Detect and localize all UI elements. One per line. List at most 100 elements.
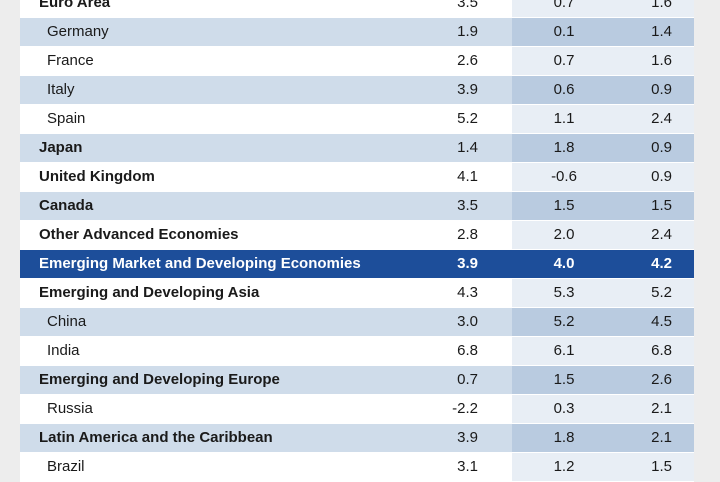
table-row: Germany 1.9 0.1 1.4 bbox=[20, 18, 694, 46]
value-col-1: 2.8 bbox=[457, 226, 478, 243]
value-col-2: 0.3 bbox=[553, 400, 575, 417]
row-label: Germany bbox=[47, 23, 109, 40]
value-col-3: 4.2 bbox=[651, 255, 672, 272]
value-col-3: 0.9 bbox=[651, 168, 672, 185]
value-col-3: 2.4 bbox=[651, 110, 672, 127]
value-col-3: 2.4 bbox=[651, 226, 672, 243]
table-row: India 6.8 6.1 6.8 bbox=[20, 337, 694, 365]
table-row: Emerging and Developing Asia 4.3 5.3 5.2 bbox=[20, 279, 694, 307]
table-row-highlighted: Emerging Market and Developing Economies… bbox=[20, 250, 694, 278]
value-col-1: 3.0 bbox=[457, 313, 478, 330]
value-col-1: 4.1 bbox=[457, 168, 478, 185]
value-col-3: 1.5 bbox=[651, 458, 672, 475]
column-band bbox=[512, 105, 694, 133]
value-col-2: 1.1 bbox=[553, 110, 575, 127]
value-col-1: -2.2 bbox=[452, 400, 478, 417]
column-band bbox=[512, 337, 694, 365]
value-col-1: 2.6 bbox=[457, 52, 478, 69]
row-label: Emerging and Developing Europe bbox=[39, 371, 280, 388]
row-label: France bbox=[47, 52, 94, 69]
value-col-3: 2.6 bbox=[651, 371, 672, 388]
value-col-2: 1.2 bbox=[553, 458, 575, 475]
table-row: Italy 3.9 0.6 0.9 bbox=[20, 76, 694, 104]
column-band bbox=[512, 453, 694, 481]
value-col-3: 0.9 bbox=[651, 139, 672, 156]
row-label: Brazil bbox=[47, 458, 85, 475]
value-col-2: 1.8 bbox=[553, 429, 575, 446]
value-col-3: 6.8 bbox=[651, 342, 672, 359]
column-band bbox=[512, 366, 694, 394]
table-row: Russia -2.2 0.3 2.1 bbox=[20, 395, 694, 423]
value-col-1: 5.2 bbox=[457, 110, 478, 127]
value-col-3: 1.6 bbox=[651, 0, 672, 11]
value-col-2: 2.0 bbox=[553, 226, 575, 243]
value-col-1: 3.9 bbox=[457, 429, 478, 446]
value-col-1: 1.4 bbox=[457, 139, 478, 156]
table-row: France 2.6 0.7 1.6 bbox=[20, 47, 694, 75]
row-label: Russia bbox=[47, 400, 93, 417]
column-band bbox=[512, 308, 694, 336]
table-row: China 3.0 5.2 4.5 bbox=[20, 308, 694, 336]
column-band bbox=[512, 76, 694, 104]
value-col-2: 1.5 bbox=[553, 197, 575, 214]
value-col-2: -0.6 bbox=[551, 168, 577, 185]
value-col-2: 0.7 bbox=[553, 52, 575, 69]
table-row: Canada 3.5 1.5 1.5 bbox=[20, 192, 694, 220]
value-col-3: 1.4 bbox=[651, 23, 672, 40]
value-col-1: 0.7 bbox=[457, 371, 478, 388]
row-label: Euro Area bbox=[39, 0, 111, 11]
row-label: Japan bbox=[39, 139, 83, 156]
value-col-1: 3.1 bbox=[457, 458, 478, 475]
table-row: Latin America and the Caribbean 3.9 1.8 2.1 bbox=[20, 424, 694, 452]
value-col-1: 3.5 bbox=[457, 0, 478, 11]
value-col-1: 3.9 bbox=[457, 81, 478, 98]
column-band bbox=[512, 18, 694, 46]
value-col-2: 0.7 bbox=[553, 0, 575, 11]
value-col-1: 6.8 bbox=[457, 342, 478, 359]
column-band bbox=[512, 192, 694, 220]
value-col-1: 1.9 bbox=[457, 23, 478, 40]
value-col-2: 1.8 bbox=[553, 139, 575, 156]
row-label: Other Advanced Economies bbox=[39, 226, 239, 243]
value-col-2: 4.0 bbox=[553, 255, 575, 272]
value-col-1: 3.5 bbox=[457, 197, 478, 214]
row-label: India bbox=[47, 342, 80, 359]
value-col-3: 2.1 bbox=[651, 400, 672, 417]
value-col-1: 3.9 bbox=[457, 255, 478, 272]
value-col-3: 1.5 bbox=[651, 197, 672, 214]
row-label: Latin America and the Caribbean bbox=[39, 429, 273, 446]
table-row: Euro Area 3.5 0.7 1.6 bbox=[20, 0, 694, 17]
column-band bbox=[512, 279, 694, 307]
row-label: China bbox=[47, 313, 87, 330]
value-col-3: 1.6 bbox=[651, 52, 672, 69]
value-col-3: 2.1 bbox=[651, 429, 672, 446]
table-row: Emerging and Developing Europe 0.7 1.5 2.6 bbox=[20, 366, 694, 394]
column-band bbox=[512, 134, 694, 162]
column-band bbox=[512, 0, 694, 17]
table-row: Other Advanced Economies 2.8 2.0 2.4 bbox=[20, 221, 694, 249]
column-band bbox=[512, 221, 694, 249]
value-col-2: 1.5 bbox=[553, 371, 575, 388]
column-band bbox=[512, 47, 694, 75]
value-col-2: 0.1 bbox=[553, 23, 575, 40]
value-col-1: 4.3 bbox=[457, 284, 478, 301]
value-col-3: 5.2 bbox=[651, 284, 672, 301]
row-label: Emerging Market and Developing Economies bbox=[39, 255, 361, 272]
table-row: Japan 1.4 1.8 0.9 bbox=[20, 134, 694, 162]
row-label: Emerging and Developing Asia bbox=[39, 284, 260, 301]
row-label: Italy bbox=[47, 81, 75, 98]
column-band bbox=[512, 395, 694, 423]
value-col-2: 0.6 bbox=[553, 81, 575, 98]
row-label: Canada bbox=[39, 197, 94, 214]
column-band bbox=[512, 250, 694, 278]
column-band bbox=[512, 424, 694, 452]
row-label: United Kingdom bbox=[39, 168, 155, 185]
value-col-2: 6.1 bbox=[553, 342, 575, 359]
column-band bbox=[512, 163, 694, 191]
row-label: Spain bbox=[47, 110, 86, 127]
value-col-3: 4.5 bbox=[651, 313, 672, 330]
growth-table: Euro Area 3.5 0.7 1.6 Germany 1.9 0.1 1.4 France… bbox=[20, 0, 694, 482]
table-row: United Kingdom 4.1 -0.6 0.9 bbox=[20, 163, 694, 191]
table-row: Spain 5.2 1.1 2.4 bbox=[20, 105, 694, 133]
value-col-2: 5.2 bbox=[553, 313, 575, 330]
